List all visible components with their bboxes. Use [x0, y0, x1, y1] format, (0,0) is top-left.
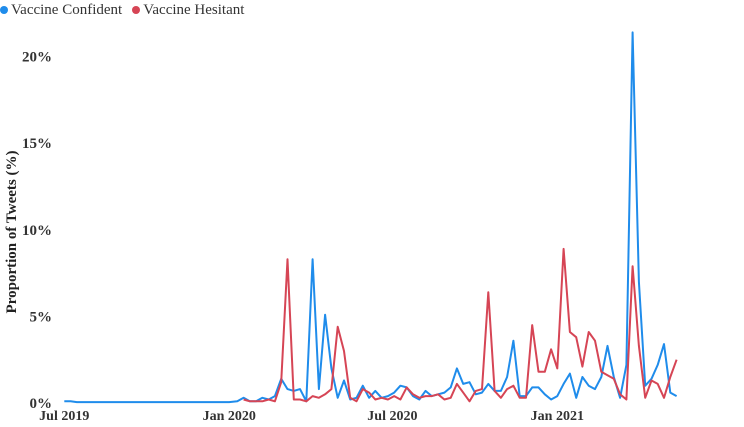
x-tick-label: Jan 2020	[203, 409, 256, 424]
y-tick-label: 0%	[30, 396, 53, 412]
legend-item-hesitant[interactable]: Vaccine Hesitant	[132, 2, 244, 19]
series-lines	[64, 31, 678, 404]
legend-dot-confident	[0, 6, 8, 14]
legend-label-confident: Vaccine Confident	[11, 1, 123, 18]
x-tick-label: Jan 2021	[531, 409, 584, 424]
legend-item-confident[interactable]: Vaccine Confident	[0, 2, 122, 19]
series-line-vaccine-confident	[64, 31, 678, 404]
y-axis-label: Proportion of Tweets (%)	[4, 151, 20, 314]
y-ticks: 0% 5% 10% 15% 20%	[22, 50, 52, 412]
legend-dot-hesitant	[132, 6, 141, 14]
x-ticks: Jul 2019 Jan 2020 Jul 2020 Jan 2021	[39, 409, 584, 424]
y-tick-label: 5%	[30, 309, 53, 325]
x-tick-label: Jul 2020	[367, 409, 417, 424]
y-tick-label: 10%	[22, 223, 52, 239]
y-tick-label: 20%	[22, 50, 52, 66]
legend: Vaccine Confident Vaccine Hesitant	[0, 0, 254, 20]
series-line-vaccine-hesitant	[243, 247, 678, 403]
x-tick-label: Jul 2019	[39, 409, 89, 424]
legend-label-hesitant: Vaccine Hesitant	[143, 1, 245, 18]
y-tick-label: 15%	[22, 136, 52, 152]
